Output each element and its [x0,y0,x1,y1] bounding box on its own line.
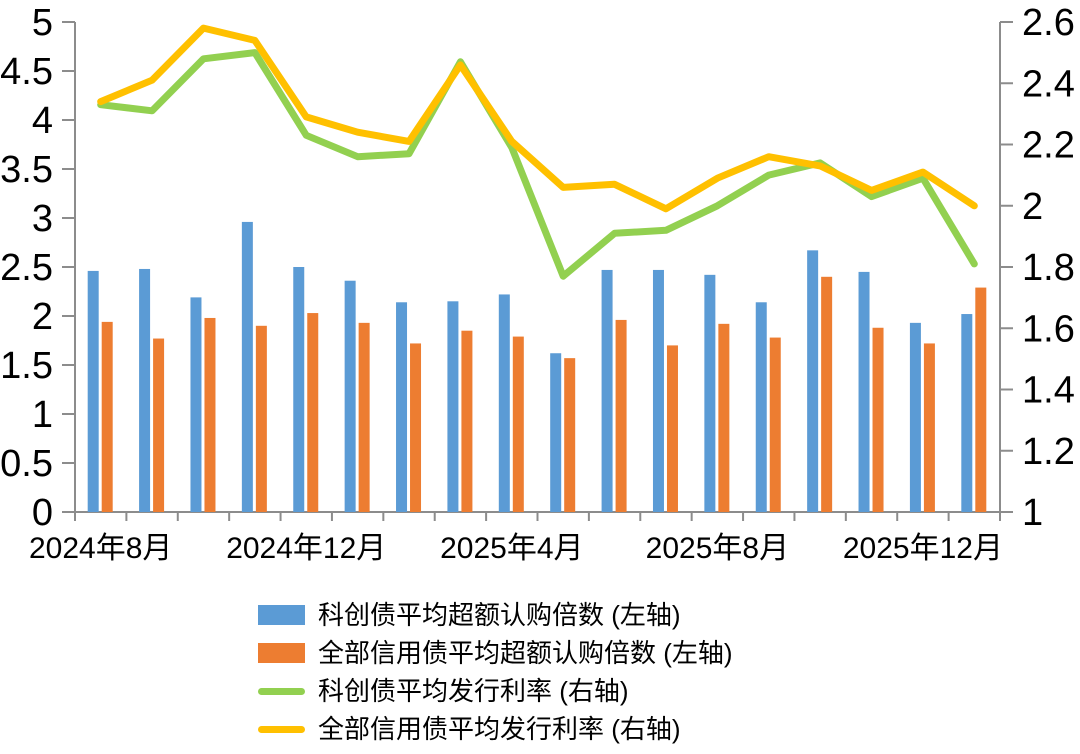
bar [718,323,730,512]
left-axis-tick-label: 0.5 [0,443,53,485]
right-axis-tick-label: 1 [1022,492,1043,534]
bar [396,302,408,512]
legend-bar-swatch-icon [258,643,305,663]
bar [666,345,678,512]
bar [652,269,664,512]
left-axis-tick-label: 2.5 [0,247,53,289]
left-axis-tick-label: 3.5 [0,149,53,191]
bar [204,317,216,512]
left-axis-tick-label: 4 [32,100,53,142]
left-axis-tick-label: 5 [32,2,53,44]
right-axis-tick-label: 1.2 [1022,431,1075,473]
bar [190,297,202,512]
left-axis-tick-label: 4.5 [0,51,53,93]
right-axis-tick-label: 2.6 [1022,2,1075,44]
bar [139,268,151,512]
legend-item-0: 科创债平均超额认购倍数 (左轴) [258,596,733,634]
x-axis-tick-label: 2025年4月 [440,532,583,565]
legend-line-swatch-icon [258,725,305,733]
legend-bar-swatch-icon [258,605,305,625]
bar [909,322,921,512]
line-series-all-credit-rate [97,24,978,213]
bar [704,274,716,512]
bar [961,314,973,512]
legend-label: 科创债平均超额认购倍数 (左轴) [318,600,681,630]
bar [153,338,165,512]
x-axis-tick-label: 2025年12月 [843,532,1003,565]
left-axis-tick-label: 0 [32,492,53,534]
bar-series-sci-bond-subscription [87,221,973,513]
bar [101,321,113,512]
bar [601,269,613,512]
bar [241,221,253,513]
right-axis-tick-label: 1.8 [1022,247,1075,289]
bar [344,280,356,512]
legend-line-swatch-icon [258,687,305,695]
right-axis-tick-label: 2.2 [1022,125,1075,167]
bar [872,327,884,512]
bar [461,330,473,512]
right-axis-tick-label: 2.4 [1022,63,1075,105]
bar [615,319,627,512]
x-axis-tick-label: 2024年12月 [226,532,386,565]
bar [498,294,510,512]
bar [293,267,305,512]
bar [512,336,524,512]
legend-item-2: 科创债平均发行利率 (右轴) [258,672,733,710]
left-axis-tick-label: 3 [32,198,53,240]
bar [858,271,870,512]
chart-legend: 科创债平均超额认购倍数 (左轴) 全部信用债平均超额认购倍数 (左轴) 科创债平均发… [258,596,733,748]
bar [410,343,422,512]
legend-item-3: 全部信用债平均发行利率 (右轴) [258,710,733,748]
legend-label: 科创债平均发行利率 (右轴) [318,676,629,706]
left-axis-tick-label: 1.5 [0,345,53,387]
bar [564,358,576,512]
chart-plot-area: 0 0.5 1 1.5 2 2.5 3 3.5 4 4.5 5 1 1.2 1.4 1.6 1.8 2 2.2 2.… [0,2,1075,565]
bar [447,301,459,512]
left-axis-tick-label: 1 [32,394,53,436]
bar [923,343,935,512]
legend-item-1: 全部信用债平均超额认购倍数 (左轴) [258,634,733,672]
x-axis-tick-label: 2024年8月 [29,532,172,565]
left-axis-tick-label: 2 [32,296,53,338]
bar [358,322,370,512]
x-axis-tick-label: 2025年8月 [646,532,789,565]
bar [807,250,819,512]
right-axis-tick-label: 1.4 [1022,370,1075,412]
bar [769,337,781,512]
bar [755,302,767,512]
bar [307,313,319,512]
bar [821,276,833,512]
right-axis-tick-label: 1.6 [1022,308,1075,350]
bar [255,325,267,512]
bar [87,270,99,512]
bar [550,353,562,512]
bar [975,287,987,512]
bar-series-all-credit-subscription [101,276,987,512]
legend-label: 全部信用债平均发行利率 (右轴) [318,714,681,744]
right-axis-tick-label: 2 [1022,186,1043,228]
legend-label: 全部信用债平均超额认购倍数 (左轴) [318,638,733,668]
